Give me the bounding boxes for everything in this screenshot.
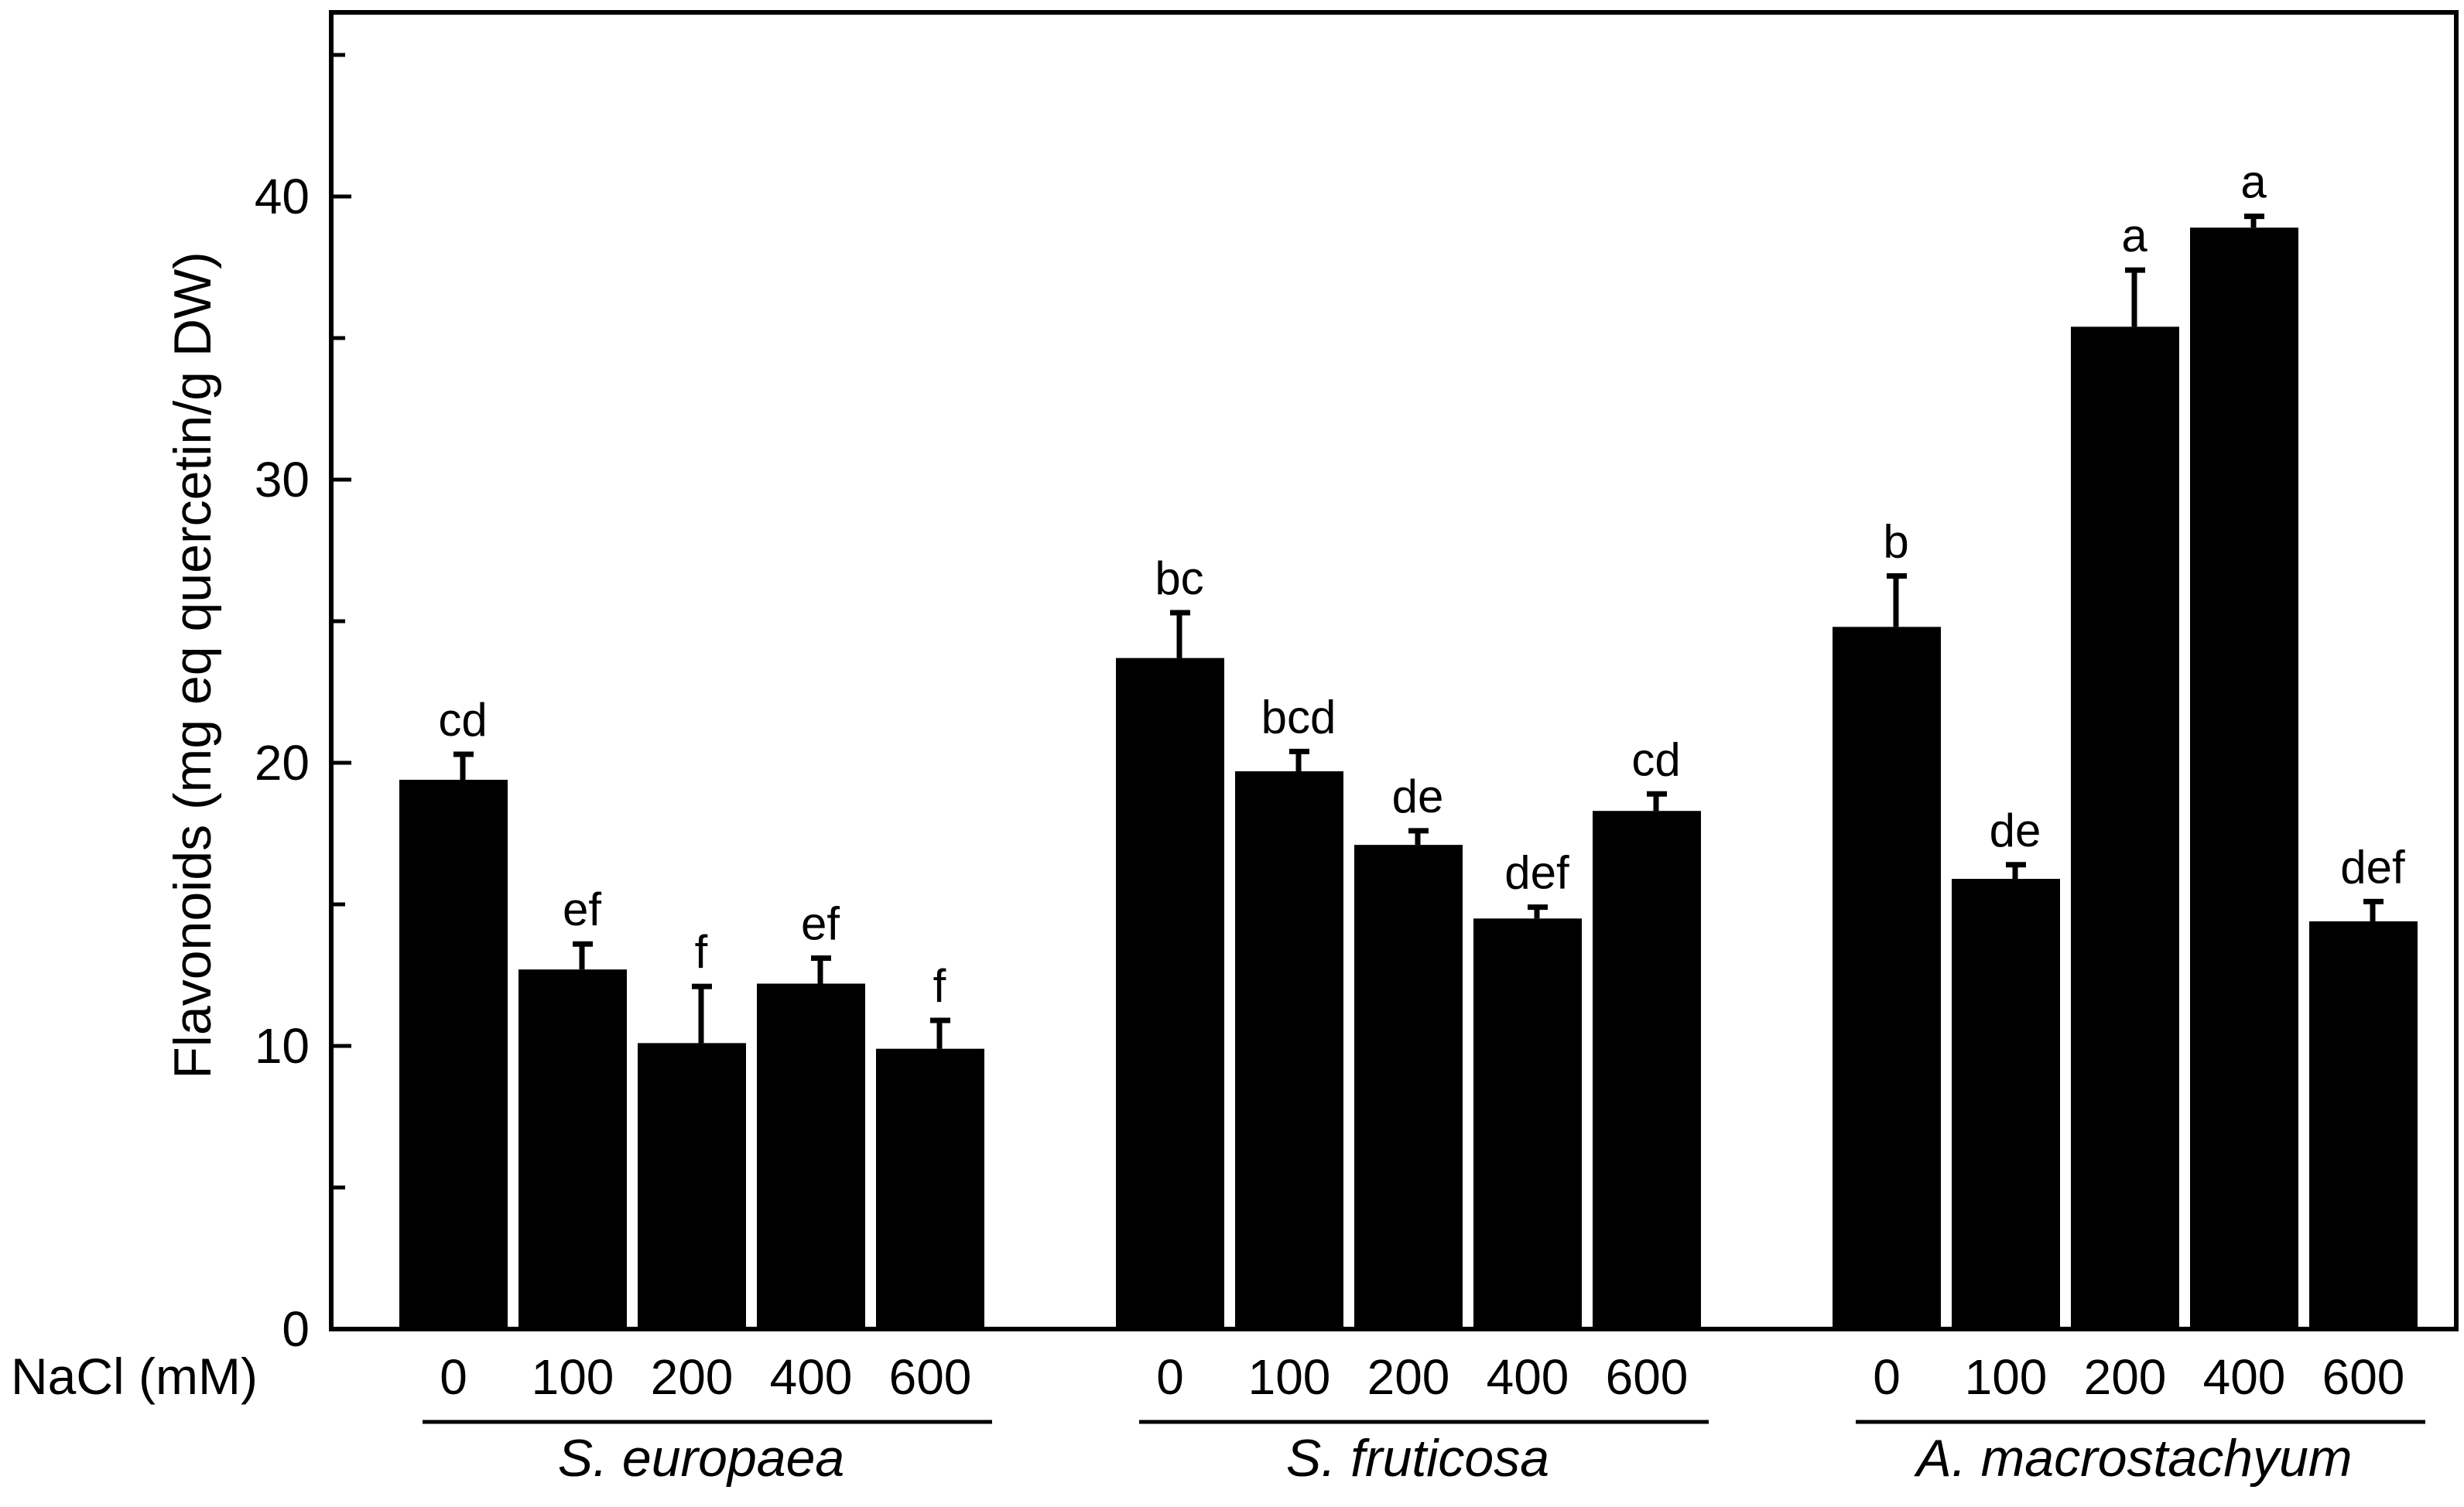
significance-letter: bc <box>1155 552 1203 604</box>
group-label: A. macrostachyum <box>1913 1429 2352 1488</box>
bar <box>1116 658 1224 1329</box>
x-tick-label: 400 <box>2203 1349 2286 1405</box>
x-tick-label: 600 <box>2322 1349 2405 1405</box>
x-tick-label: 200 <box>2084 1349 2167 1405</box>
bar <box>876 1048 984 1329</box>
bar <box>1354 845 1463 1329</box>
group-label: S. fruticosa <box>1286 1429 1549 1488</box>
x-tick-label: 0 <box>1873 1349 1901 1405</box>
bar <box>2071 326 2179 1329</box>
y-axis: 0 10 20 30 40 <box>255 53 351 1357</box>
significance-letter: bcd <box>1261 691 1336 743</box>
significance-letter: cd <box>438 694 487 746</box>
x-tick-label: 600 <box>1606 1349 1689 1405</box>
significance-letter: f <box>695 926 708 978</box>
x-tick-label: 100 <box>1248 1349 1331 1405</box>
bar <box>1593 811 1701 1329</box>
x-tick-label: 600 <box>889 1349 972 1405</box>
bar <box>1833 627 1941 1329</box>
bar <box>757 983 865 1329</box>
y-tick-label: 10 <box>255 1018 310 1074</box>
bar <box>1473 918 1582 1329</box>
significance-letter: a <box>2240 156 2267 208</box>
bar <box>518 969 627 1329</box>
significance-letter: def <box>2340 841 2405 893</box>
bar <box>638 1043 746 1329</box>
x-tick-label: 400 <box>1487 1349 1569 1405</box>
significance-letter: de <box>1392 771 1444 822</box>
significance-letter: ef <box>801 898 840 950</box>
significance-letter: b <box>1883 515 1908 567</box>
bar <box>2309 921 2418 1329</box>
group-label: S. europaea <box>558 1429 845 1488</box>
y-tick-label: 40 <box>255 169 310 224</box>
y-tick-label: 30 <box>255 452 310 507</box>
bar <box>1952 879 2060 1329</box>
x-tick-label: 200 <box>651 1349 734 1405</box>
bar <box>2190 227 2298 1329</box>
x-tick-label: 400 <box>770 1349 853 1405</box>
significance-letter: def <box>1504 847 1569 899</box>
significance-letter: a <box>2121 210 2147 261</box>
bar <box>399 779 508 1329</box>
x-axis: 0 100 200 400 600 S. europaea 0 100 200 400 600 S. … <box>423 1349 2425 1488</box>
significance-letter: cd <box>1631 733 1680 785</box>
x-tick-label: 100 <box>532 1349 614 1405</box>
x-tick-label: 0 <box>1156 1349 1184 1405</box>
x-tick-label: 0 <box>440 1349 467 1405</box>
significance-letter: de <box>1990 805 2041 856</box>
significance-letter: ef <box>563 883 601 935</box>
significance-letter: f <box>933 960 946 1012</box>
bars-layer: cd ef f ef f bc bcd de def cd b de a a def <box>399 156 2418 1329</box>
x-tick-label: 200 <box>1367 1349 1450 1405</box>
x-axis-label: NaCl (mM) <box>11 1348 258 1405</box>
y-axis-label: Flavonoids (mg eq quercetin/g DW) <box>163 251 222 1079</box>
x-tick-label: 100 <box>1965 1349 2048 1405</box>
y-tick-label: 20 <box>255 735 310 791</box>
bar <box>1235 771 1343 1329</box>
y-tick-label: 0 <box>282 1301 310 1357</box>
